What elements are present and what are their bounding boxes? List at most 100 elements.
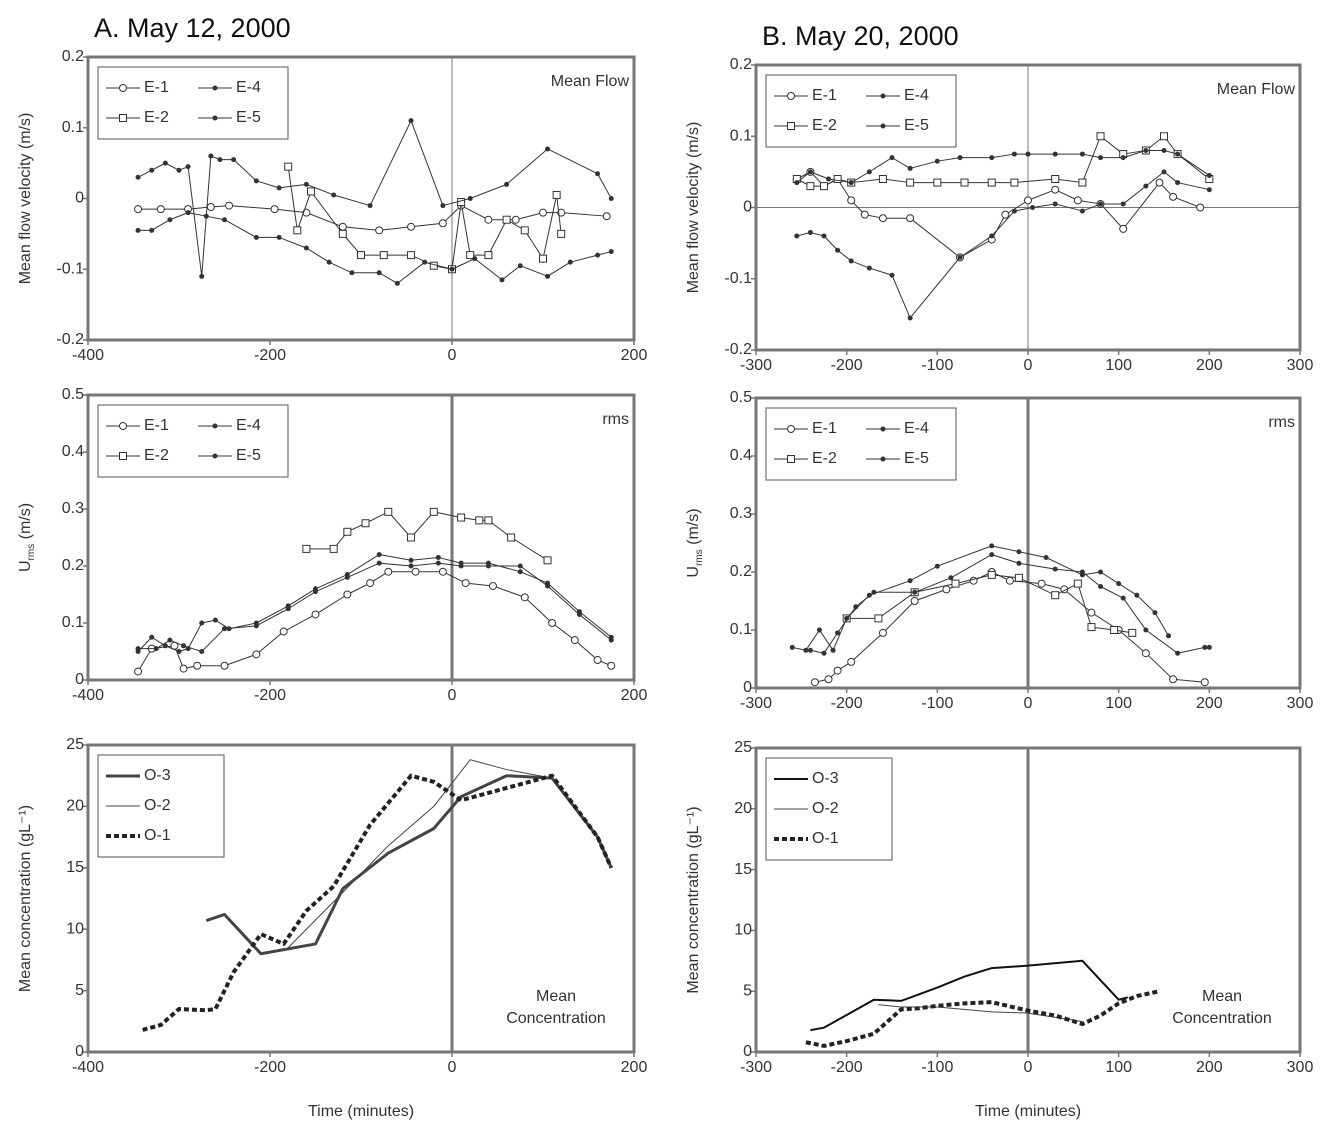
marker (1025, 151, 1031, 157)
marker (361, 519, 370, 528)
y-axis-label: Mean flow velocity (m/s) (685, 122, 702, 294)
marker (1200, 678, 1209, 687)
marker (485, 563, 491, 569)
marker (502, 215, 511, 224)
marker (545, 273, 551, 279)
marker (220, 661, 229, 670)
x-tick-label: 0 (448, 347, 457, 364)
series-line (814, 571, 1205, 683)
y-tick-label: 0.5 (730, 389, 752, 406)
marker (1011, 151, 1017, 157)
y-tick-label: 0.1 (62, 119, 84, 136)
marker (821, 650, 827, 656)
y-label-text: U (685, 566, 702, 578)
marker (787, 122, 795, 130)
x-tick-label: -300 (740, 1059, 772, 1076)
y-tick-label: -0.2 (56, 331, 84, 348)
marker (1120, 155, 1126, 161)
x-axis-label: Time (minutes) (308, 1103, 414, 1120)
marker (185, 210, 191, 216)
y-tick-label: 0.1 (730, 127, 752, 144)
y-label-subscript: rms (26, 544, 37, 561)
marker (1206, 644, 1212, 650)
marker (1169, 192, 1178, 201)
marker (461, 579, 470, 588)
marker (548, 619, 557, 627)
marker (847, 657, 856, 666)
marker (844, 615, 850, 621)
marker (517, 563, 523, 569)
marker (957, 254, 963, 260)
legend-label: E-4 (904, 420, 929, 437)
marker (407, 222, 416, 231)
marker (1016, 560, 1022, 566)
x-tick-label: -200 (831, 1059, 863, 1076)
marker (484, 516, 493, 525)
marker (1161, 148, 1167, 153)
marker (208, 153, 214, 159)
legend-label: E-2 (144, 109, 169, 126)
marker (134, 205, 143, 214)
marker (835, 247, 841, 253)
marker (344, 574, 350, 580)
marker (874, 614, 883, 623)
marker (576, 611, 582, 617)
annotation: Mean (1202, 988, 1242, 1005)
legend-label: O-3 (812, 770, 839, 787)
marker (948, 575, 954, 581)
marker (889, 272, 895, 278)
marker (179, 664, 188, 673)
legend-label: E-5 (236, 447, 261, 464)
marker (1202, 644, 1208, 650)
marker (833, 666, 842, 675)
marker (960, 178, 969, 187)
marker (1110, 626, 1119, 634)
marker (475, 516, 484, 525)
marker (1116, 581, 1122, 587)
marker (338, 222, 347, 231)
marker (343, 590, 352, 599)
marker (907, 165, 913, 171)
y-tick-label: 0.2 (730, 56, 752, 73)
y-axis-label: Urms (m/s) (17, 503, 36, 572)
marker (329, 544, 338, 553)
marker (880, 426, 886, 432)
marker (787, 425, 795, 433)
marker (933, 178, 942, 187)
panel-title: B. May 20, 2000 (762, 21, 959, 51)
series-line (878, 1004, 1083, 1023)
marker (880, 93, 886, 99)
marker (539, 208, 547, 217)
y-tick-label: -0.2 (724, 341, 752, 358)
y-tick-label: 0.2 (62, 557, 84, 574)
x-tick-label: -400 (72, 1059, 104, 1076)
marker (212, 85, 218, 91)
x-tick-label: -200 (831, 695, 863, 712)
marker (285, 606, 291, 612)
legend-label: E-5 (904, 117, 929, 134)
marker (149, 227, 155, 233)
marker (860, 210, 869, 219)
marker (343, 527, 352, 536)
marker (1096, 132, 1105, 141)
marker (384, 507, 393, 516)
x-tick-label: 300 (1287, 695, 1314, 712)
x-tick-label: -100 (921, 695, 953, 712)
marker (1155, 178, 1164, 187)
marker (1001, 210, 1010, 219)
marker (408, 563, 414, 569)
marker (293, 226, 302, 235)
x-tick-label: -200 (254, 687, 286, 704)
marker (411, 567, 420, 576)
marker (511, 215, 520, 224)
marker (438, 567, 447, 576)
marker (302, 544, 311, 553)
marker (1120, 595, 1126, 601)
marker (276, 185, 282, 191)
legend-label: E-1 (144, 79, 169, 96)
marker (593, 656, 602, 665)
marker (457, 513, 466, 522)
annotation: Concentration (506, 1010, 606, 1027)
marker (1073, 579, 1082, 588)
marker (303, 245, 309, 251)
